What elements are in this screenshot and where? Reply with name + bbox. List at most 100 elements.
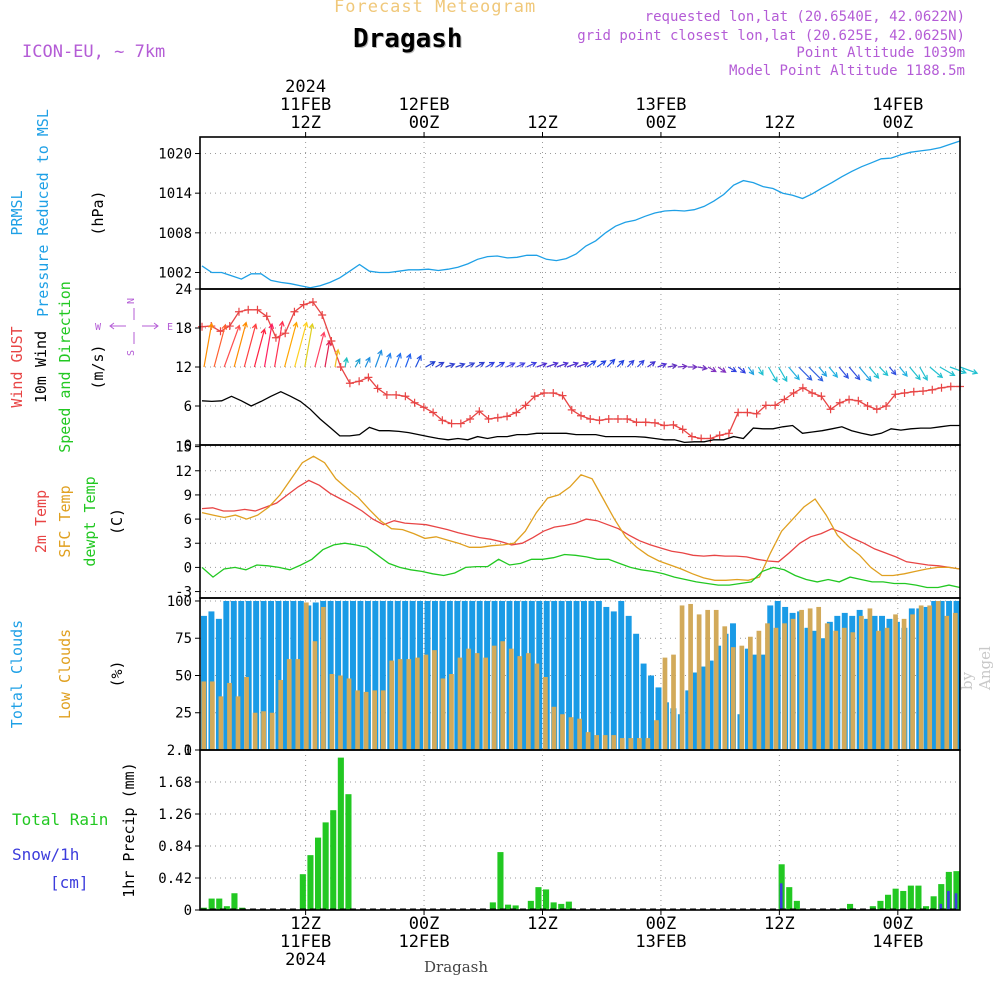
gust-marker [567, 405, 576, 414]
bar-low-clouds [517, 656, 523, 750]
bar-low-clouds [508, 648, 514, 750]
bar-total-clouds [297, 600, 304, 750]
gust-marker [586, 415, 595, 423]
bar-rain [907, 885, 914, 910]
panel-precip: 0 0.42 0.84 1.26 1.68 2.1 1hr Precip (mm) Total… [12, 743, 961, 919]
bar-low-clouds [295, 659, 301, 750]
bar-low-clouds [466, 648, 471, 750]
bar-low-clouds [423, 654, 429, 750]
bar-total-clouds [409, 600, 416, 750]
y-axis-label: (%) [108, 660, 126, 687]
bar-low-clouds [884, 627, 890, 750]
bar-low-clouds [824, 623, 830, 750]
gust-marker [669, 420, 678, 429]
wind-direction-arrow [506, 362, 516, 368]
wind-direction-arrow [233, 321, 248, 368]
gust-marker [734, 408, 743, 417]
gridpoint-coords: grid point closest lon,lat (20.625E, 42.… [577, 28, 965, 44]
bar-low-clouds [876, 630, 881, 750]
bar-low-clouds [671, 654, 676, 750]
bar-total-clouds [804, 627, 811, 750]
wind-direction-arrow [878, 366, 889, 377]
bar-total-clouds [528, 600, 535, 750]
y-axis-label: Pressure Reduced to MSL [34, 109, 52, 317]
bar-total-clouds [513, 600, 520, 750]
bar-low-clouds [252, 712, 258, 750]
y-tick-label: 15 [175, 440, 192, 456]
watermark: by Angel [958, 646, 994, 690]
bar-rain [900, 890, 907, 910]
wind-direction-arrow [324, 340, 332, 368]
wind-direction-arrow [929, 366, 944, 379]
time-axis-bottom-label: 00Z [409, 914, 440, 934]
wind-direction-arrow [818, 366, 828, 377]
bar-low-clouds [500, 641, 506, 750]
bar-rain [885, 894, 892, 910]
gust-marker [419, 403, 428, 412]
gust-marker [613, 415, 622, 423]
gust-marker [327, 337, 336, 345]
time-axis-top-label: 11FEB [280, 95, 331, 115]
bar-low-clouds [585, 732, 591, 750]
footer-location: Dragash [424, 958, 489, 976]
wind-direction-arrow [586, 360, 597, 368]
gust-marker [364, 373, 373, 382]
y-tick-label: 0.84 [158, 839, 192, 855]
gust-marker [752, 409, 761, 418]
wind-direction-arrow [526, 361, 538, 368]
y-axis-label: dewpt Temp [81, 476, 99, 566]
wind-direction-arrow [274, 320, 285, 368]
gust-marker [475, 407, 484, 416]
bar-low-clouds [372, 690, 377, 750]
wind-direction-arrow [727, 366, 738, 373]
gust-marker [373, 384, 382, 393]
bar-rain [786, 887, 793, 910]
time-axis-top-label: 00Z [409, 113, 440, 133]
bar-rain [299, 874, 306, 910]
gust-marker [891, 390, 900, 399]
gust-marker [946, 382, 955, 391]
gust-marker [456, 419, 465, 428]
bar-total-clouds [469, 600, 476, 750]
bar-total-clouds [417, 600, 424, 750]
series-line-dewpt [201, 542, 961, 589]
time-axis-bottom-label: 12FEB [398, 932, 449, 952]
gust-marker [299, 300, 308, 309]
gust-marker [660, 421, 669, 430]
bar-low-clouds [321, 606, 326, 750]
wind-direction-arrow [576, 361, 590, 368]
wind-direction-arrow [596, 360, 607, 368]
gust-marker [604, 415, 613, 423]
wind-direction-arrow [909, 366, 921, 381]
gust-marker [484, 415, 493, 423]
bar-total-clouds [707, 660, 714, 750]
y-tick-label: 0.42 [158, 871, 192, 887]
bar-low-clouds [346, 678, 352, 750]
wind-direction-arrow [253, 328, 267, 368]
bar-total-clouds [379, 600, 386, 750]
y-axis-label: Speed and Direction [56, 281, 74, 453]
wind-direction-arrow [949, 366, 967, 375]
bar-total-clouds [595, 600, 602, 750]
y-axis-label: PRMSL [8, 190, 26, 235]
wind-direction-arrow [465, 362, 476, 368]
bar-total-clouds [886, 618, 893, 750]
wind-direction-arrow [747, 366, 755, 376]
precip-total-rain-label: Total Rain [12, 810, 108, 829]
y-tick-label: 2.1 [167, 743, 192, 759]
wind-direction-arrow [405, 353, 412, 368]
gust-marker [438, 416, 447, 425]
bar-low-clouds [543, 676, 548, 750]
y-tick-label: 12 [175, 360, 192, 376]
bar-total-clouds [633, 633, 640, 750]
bar-total-clouds [588, 600, 595, 750]
compass-cross [109, 308, 159, 344]
bar-rain [558, 903, 565, 910]
bar-rain [930, 896, 937, 910]
time-axis-top-label: 00Z [882, 113, 913, 133]
gust-marker [761, 401, 770, 410]
bar-total-clouds [238, 600, 245, 750]
bar-total-clouds [864, 618, 871, 750]
compass-label-w: W [95, 322, 102, 333]
bar-total-clouds [394, 600, 401, 750]
